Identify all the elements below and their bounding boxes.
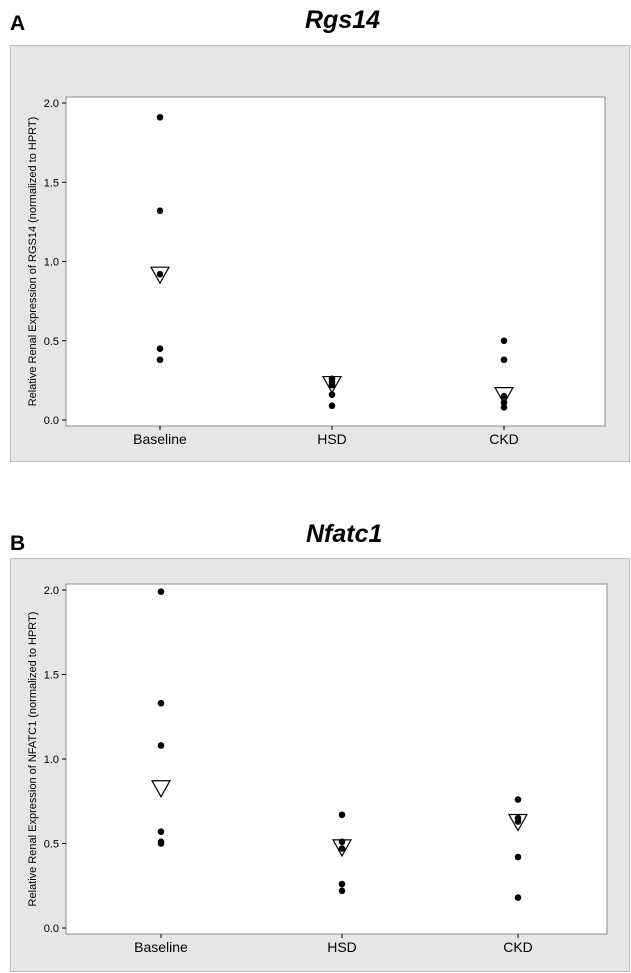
panel-a-letter: A — [10, 12, 26, 35]
panel-b-data-point — [338, 811, 346, 819]
panel-b-mean-marker — [507, 813, 529, 832]
panel-a-data-point — [500, 404, 508, 411]
panel-b-letter: B — [10, 532, 26, 555]
panel-a-data-point — [500, 356, 508, 364]
panel-a-y-tick-label: 0.5 — [44, 336, 59, 348]
panel-a-mean-marker — [149, 266, 171, 285]
panel-a-data-point — [328, 402, 336, 410]
panel-b-title: Nfatc1 — [306, 520, 383, 548]
panel-b-data-point — [157, 699, 165, 707]
panel-a-data-point — [328, 391, 336, 398]
panel-b-data-point — [157, 828, 165, 835]
panel-a-y-tick-label: 2.0 — [44, 98, 59, 110]
panel-b-x-tick-label: CKD — [503, 939, 533, 955]
panel-b-data-point — [514, 796, 522, 803]
panel-a-plot-area — [65, 96, 606, 427]
panel-a-title: Rgs14 — [305, 6, 381, 34]
panel-b-y-tick-label: 1.0 — [44, 754, 59, 766]
panel-b-y-tick-label: 0.5 — [44, 839, 59, 851]
panel-b-mean-marker — [150, 780, 172, 798]
panel-b-data-point — [514, 853, 522, 861]
panel-b-x-tick-label: HSD — [327, 939, 357, 955]
panel-a-x-tick-label: HSD — [317, 431, 347, 447]
panel-b-plot-area — [65, 583, 608, 935]
panel-a-data-point — [156, 345, 164, 352]
panel-b-y-tick-label: 0.0 — [44, 923, 59, 935]
panel-b-data-point — [514, 894, 522, 901]
panel-a-mean-marker — [321, 375, 343, 394]
panel-b-data-point — [157, 742, 165, 749]
panel-a-y-tick-label: 0.0 — [44, 415, 59, 427]
panel-a-mean-marker — [493, 387, 515, 405]
panel-b-mean-marker — [331, 839, 353, 858]
panel-b-data-point — [338, 887, 346, 895]
panel-a-data-point — [156, 207, 164, 215]
panel-a-data-point — [156, 113, 164, 121]
panel-b-y-tick-label: 2.0 — [44, 585, 59, 597]
panel-a-x-tick-label: CKD — [489, 431, 519, 447]
panel-a-data-point — [328, 381, 336, 389]
panel-b-data-point — [157, 588, 165, 595]
panel-b-data-point — [157, 840, 165, 847]
panel-a-data-point — [500, 337, 508, 345]
panel-a-data-point — [500, 392, 508, 400]
panel-a-x-tick-label: Baseline — [133, 431, 187, 447]
panel-b-y-axis-label: Relative Renal Expression of NFATC1 (nor… — [27, 612, 39, 907]
panel-b-y-tick-label: 1.5 — [44, 670, 59, 682]
panel-b-x-tick-label: Baseline — [134, 939, 188, 955]
panel-b-data-point — [338, 845, 346, 852]
panel-a-y-tick-label: 1.0 — [44, 257, 59, 269]
panel-a-data-point — [156, 356, 164, 364]
panel-a-y-axis-label: Relative Renal Expression of RGS14 (norm… — [27, 117, 39, 407]
panel-a-data-point — [156, 270, 164, 278]
panel-b-data-point — [338, 880, 346, 888]
panel-b-data-point — [514, 818, 522, 825]
panel-a-y-tick-label: 1.5 — [44, 177, 59, 189]
